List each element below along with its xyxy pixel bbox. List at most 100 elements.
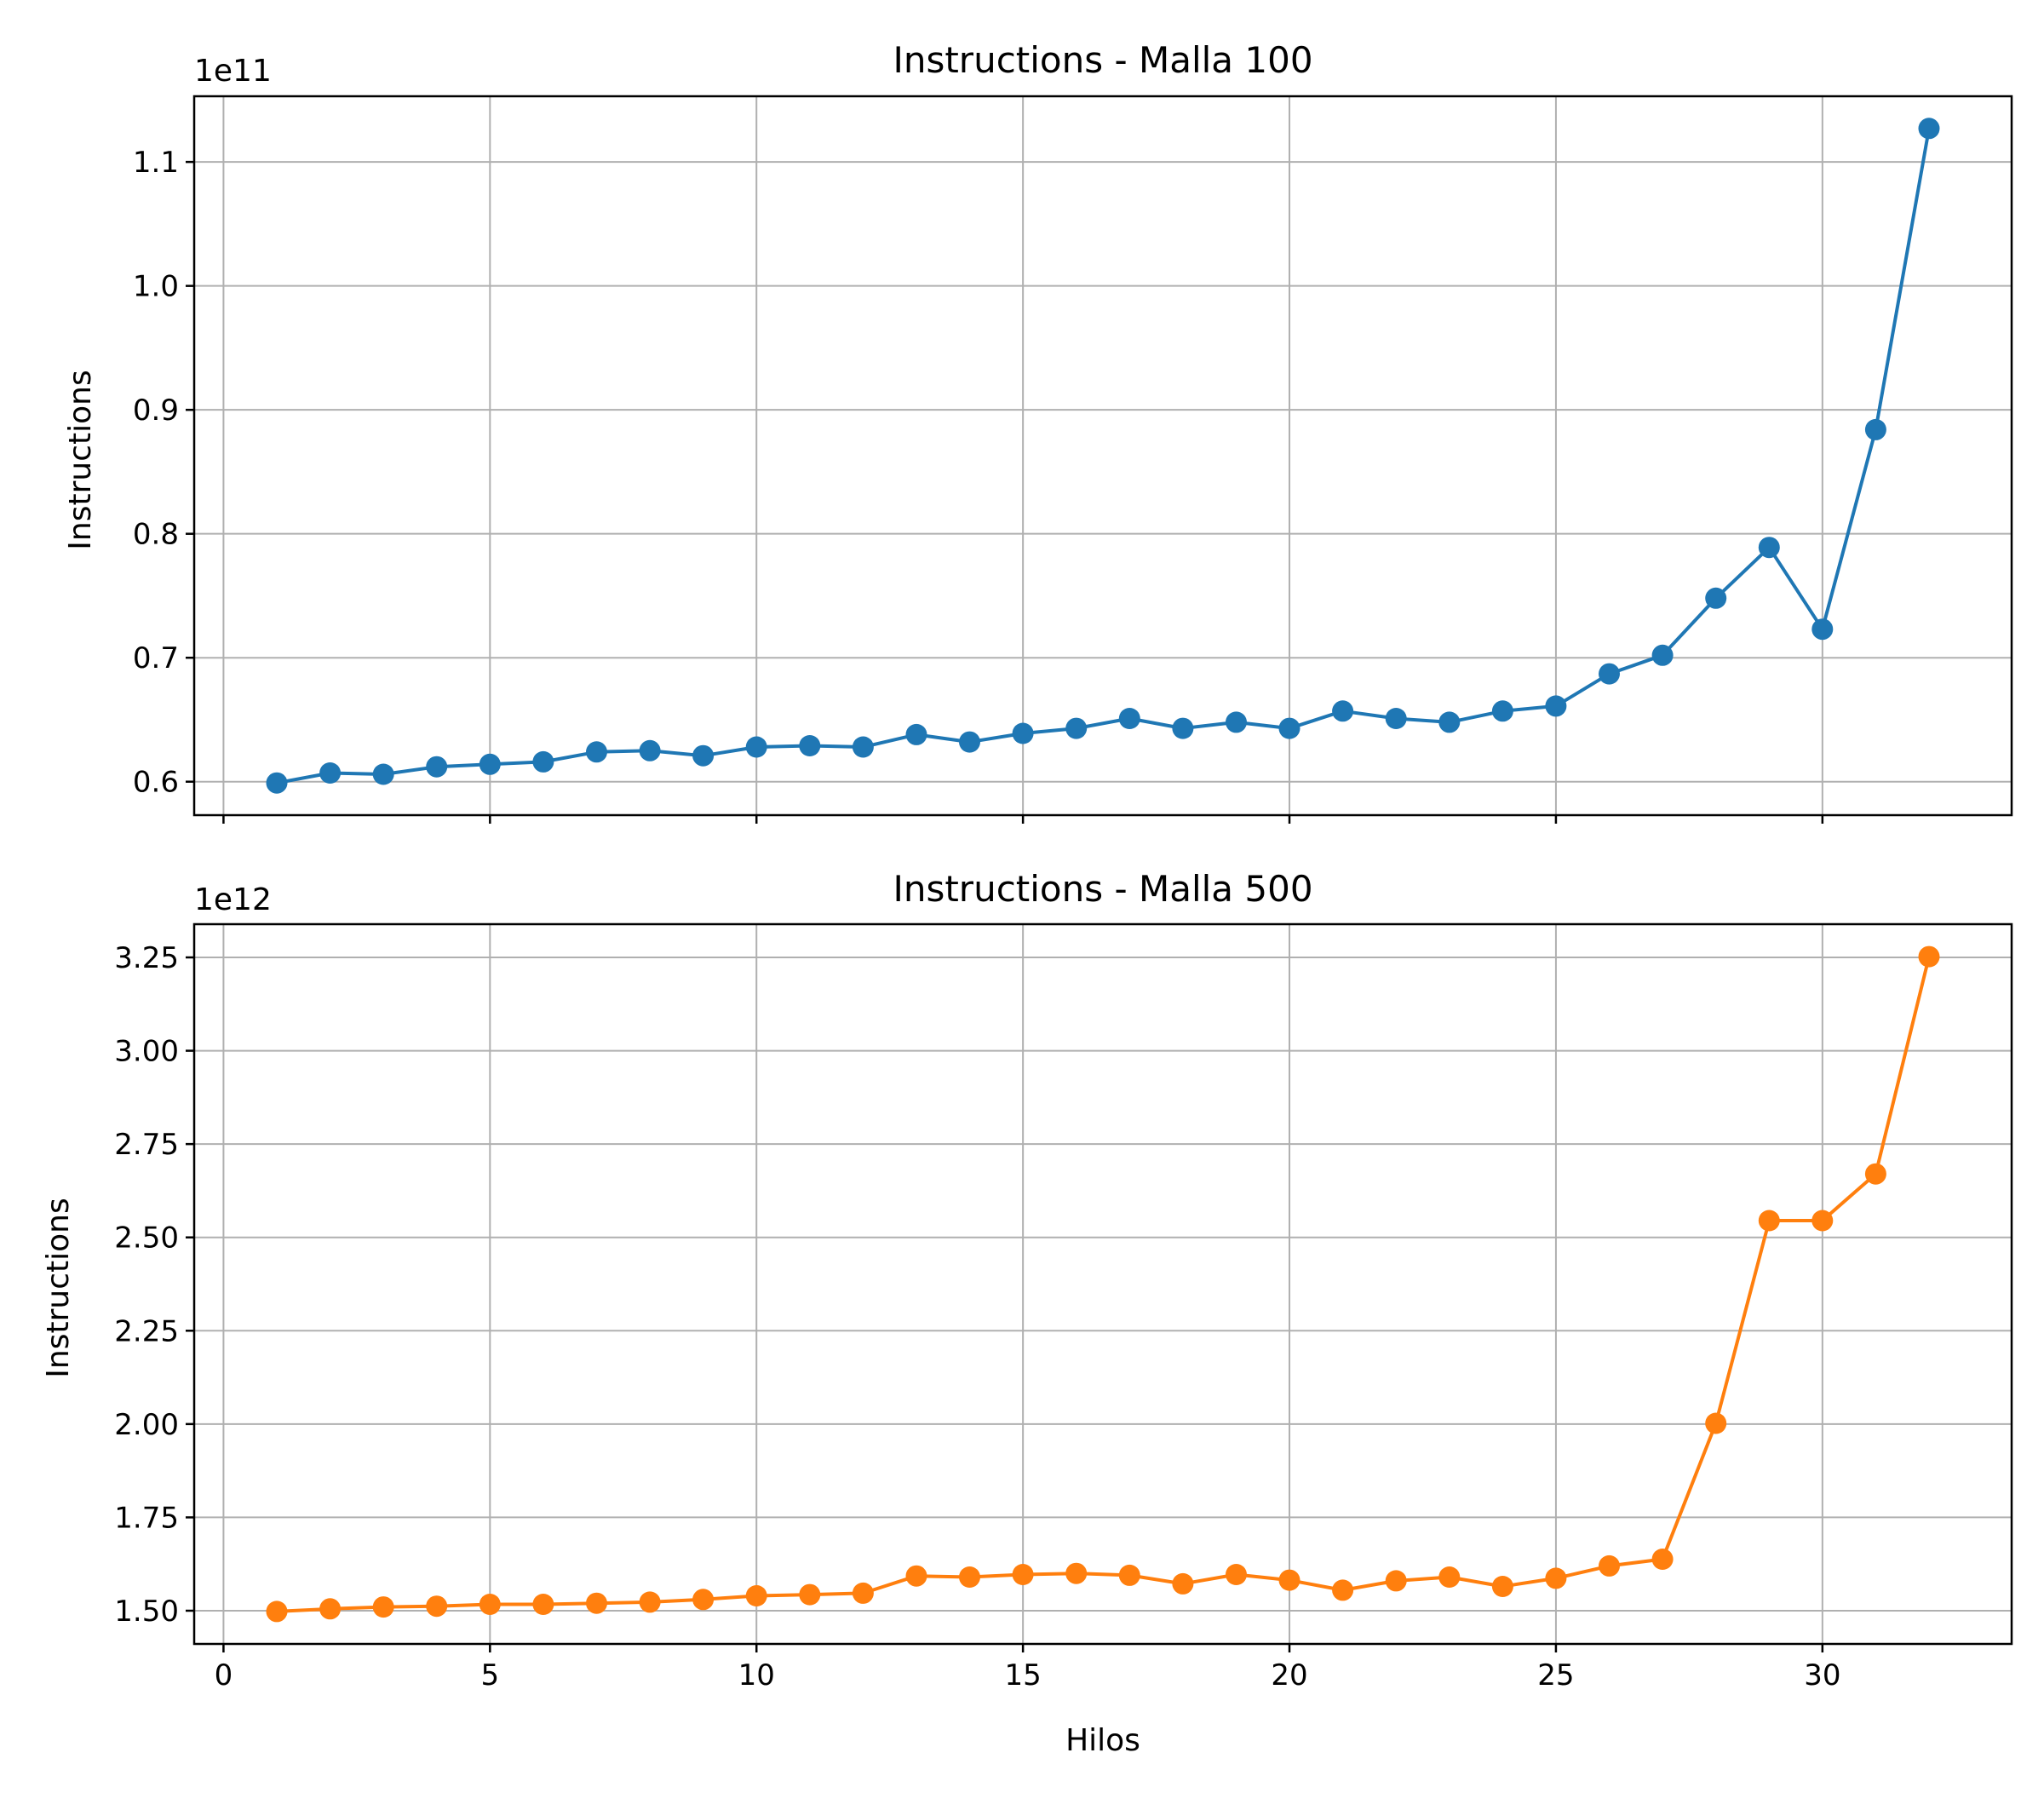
data-point bbox=[479, 753, 501, 775]
x-axis-label: Hilos bbox=[1065, 1723, 1140, 1758]
data-point bbox=[372, 1596, 394, 1618]
data-point bbox=[1599, 1555, 1620, 1577]
data-point bbox=[799, 735, 821, 756]
data-point bbox=[1545, 695, 1567, 717]
data-point bbox=[639, 1591, 661, 1613]
y-tick-label: 1.0 bbox=[133, 270, 179, 304]
data-point bbox=[639, 739, 661, 761]
data-point bbox=[745, 736, 767, 758]
x-tick-label: 15 bbox=[1004, 1658, 1041, 1692]
y-tick-label: 0.7 bbox=[133, 641, 179, 675]
data-point bbox=[1438, 711, 1461, 733]
data-point bbox=[319, 1598, 342, 1620]
data-point bbox=[1172, 717, 1194, 739]
data-point bbox=[1705, 1412, 1727, 1434]
data-point bbox=[1864, 418, 1886, 440]
data-point bbox=[1278, 1569, 1300, 1591]
series-markers bbox=[266, 945, 1940, 1623]
data-point bbox=[1226, 711, 1247, 733]
data-point bbox=[1278, 717, 1300, 739]
data-point bbox=[372, 763, 394, 785]
data-point bbox=[905, 1565, 927, 1587]
data-point bbox=[1065, 1562, 1088, 1584]
data-point bbox=[852, 736, 874, 758]
y-tick-label: 0.9 bbox=[133, 394, 179, 428]
plot-frame bbox=[192, 922, 2013, 1646]
y-tick-label: 3.25 bbox=[114, 941, 179, 975]
data-point bbox=[1012, 1564, 1034, 1585]
series-line bbox=[276, 956, 1931, 1613]
y-offset-text: 1e11 bbox=[194, 54, 272, 89]
data-point bbox=[1332, 1579, 1354, 1601]
data-point bbox=[959, 1566, 980, 1588]
x-tick-label: 25 bbox=[1537, 1658, 1574, 1692]
x-tick-label: 30 bbox=[1804, 1658, 1840, 1692]
y-tick-label: 1.50 bbox=[114, 1595, 179, 1629]
data-point bbox=[1599, 663, 1620, 685]
data-point bbox=[1332, 700, 1354, 722]
data-point bbox=[1811, 618, 1834, 641]
data-point bbox=[426, 756, 448, 778]
data-point bbox=[1385, 708, 1407, 729]
data-point bbox=[1172, 1572, 1194, 1595]
y-tick-label: 1.1 bbox=[133, 146, 179, 180]
data-point bbox=[1118, 1564, 1140, 1586]
chart-title: Instructions - Malla 500 bbox=[893, 868, 1312, 910]
data-point bbox=[1864, 1163, 1886, 1185]
data-point bbox=[692, 1589, 715, 1611]
y-offset-text: 1e12 bbox=[194, 882, 272, 917]
y-tick-label: 3.00 bbox=[114, 1035, 179, 1069]
data-point bbox=[532, 1594, 554, 1615]
data-point bbox=[1545, 1567, 1567, 1589]
data-point bbox=[479, 1594, 501, 1615]
data-point bbox=[1065, 717, 1088, 739]
plot-frame bbox=[192, 95, 2013, 817]
data-point bbox=[1438, 1566, 1461, 1588]
grid-lines bbox=[194, 96, 2012, 815]
data-point bbox=[1758, 537, 1780, 559]
data-point bbox=[1811, 1210, 1834, 1232]
data-point bbox=[1491, 1576, 1513, 1597]
chart-title: Instructions - Malla 100 bbox=[893, 39, 1312, 81]
data-point bbox=[959, 731, 980, 753]
data-point bbox=[745, 1585, 767, 1606]
data-point bbox=[692, 744, 715, 767]
data-point bbox=[1758, 1210, 1780, 1232]
y-axis-label: Instructions bbox=[63, 370, 98, 549]
data-point bbox=[1651, 644, 1674, 666]
chart-panel-malla-500: Instructions - Malla 500 1e12 Instructio… bbox=[41, 868, 2013, 1692]
data-point bbox=[319, 762, 342, 784]
x-tick-label: 20 bbox=[1271, 1658, 1307, 1692]
data-point bbox=[1118, 708, 1140, 729]
data-point bbox=[1012, 722, 1034, 744]
data-point bbox=[905, 723, 927, 745]
data-point bbox=[266, 1600, 288, 1623]
chart-panel-malla-100: Instructions - Malla 100 1e11 Instructio… bbox=[63, 39, 2013, 824]
x-tick-label: 5 bbox=[481, 1658, 500, 1692]
y-tick-label: 2.50 bbox=[114, 1221, 179, 1256]
data-point bbox=[1491, 700, 1513, 722]
y-tick-label: 2.25 bbox=[114, 1314, 179, 1348]
data-point bbox=[1705, 587, 1727, 609]
y-tick-label: 2.75 bbox=[114, 1128, 179, 1162]
y-tick-label: 0.6 bbox=[133, 766, 179, 800]
data-point bbox=[799, 1583, 821, 1606]
data-point bbox=[1226, 1564, 1247, 1585]
data-point bbox=[586, 741, 607, 763]
data-point bbox=[1385, 1570, 1407, 1592]
data-point bbox=[586, 1592, 607, 1614]
y-axis-label: Instructions bbox=[41, 1198, 76, 1377]
x-tick-label: 0 bbox=[215, 1658, 233, 1692]
grid-lines bbox=[194, 924, 2012, 1644]
y-tick-label: 2.00 bbox=[114, 1408, 179, 1442]
data-point bbox=[1651, 1549, 1674, 1570]
data-point bbox=[1918, 118, 1940, 140]
series-line bbox=[276, 128, 1931, 785]
data-point bbox=[266, 772, 288, 794]
y-tick-label: 0.8 bbox=[133, 518, 179, 552]
y-tick-label: 1.75 bbox=[114, 1501, 179, 1535]
data-point bbox=[426, 1595, 448, 1618]
data-point bbox=[852, 1582, 874, 1604]
